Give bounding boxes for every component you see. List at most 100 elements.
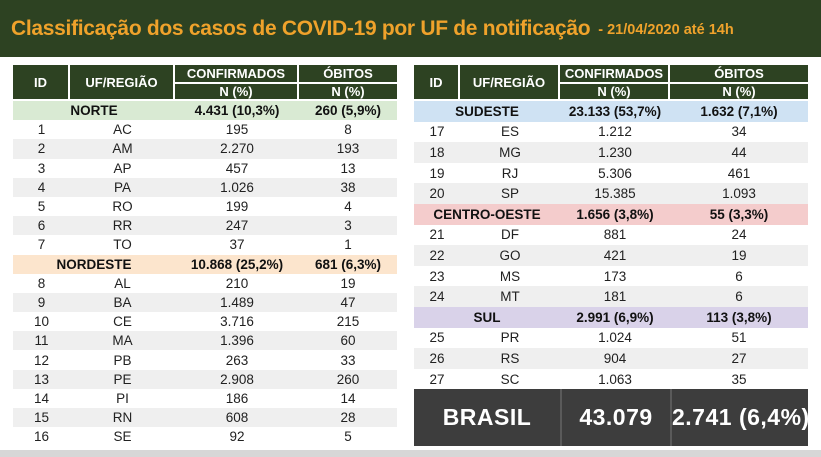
obitos-cell: 34	[731, 124, 747, 140]
obitos-cell: 35	[731, 371, 747, 387]
state-row: 18 MG 1.230 44	[414, 142, 808, 163]
obitos-cell: 8	[344, 122, 352, 138]
uf-cell: SC	[500, 371, 520, 387]
confirmados-cell: 881	[603, 227, 627, 243]
region-name-cell: CENTRO-OESTE	[433, 206, 541, 222]
uf-cell: ES	[500, 124, 519, 140]
id-cell: 5	[37, 199, 46, 215]
id-cell: 17	[429, 124, 445, 140]
table-body-left: NORTE 4.431 (10,3%) 260 (5,9%) 1 AC 19 5 8 2 AM 2.…	[13, 101, 397, 447]
uf-cell: RO	[112, 199, 133, 215]
uf-cell: GO	[499, 247, 521, 263]
brasil-total-row: BRASIL 43.079 2.741 (6,4%)	[414, 389, 808, 447]
region-confirmados-cell: 2.991 (6,9%)	[576, 309, 654, 325]
region-confirmados-cell: 10.868 (25,2%)	[190, 256, 284, 272]
col-header-obitos: ÓBITOS	[670, 65, 808, 84]
obitos-cell: 47	[340, 294, 356, 310]
state-row: 6 RR 247 3	[13, 216, 397, 236]
confirmados-cell: 1.230	[598, 144, 632, 160]
region-row: NORTE 4.431 (10,3%) 260 (5,9%)	[13, 101, 397, 121]
state-row: 27 SC 1.063 35	[414, 368, 808, 390]
state-row: 14 PI 186 14	[13, 388, 397, 408]
state-row: 12 PB 263 33	[13, 350, 397, 370]
state-row: 16 SE 92 5	[13, 427, 397, 447]
uf-cell: MS	[499, 268, 521, 284]
col-header-obitos: ÓBITOS	[299, 65, 397, 84]
region-name-cell: SUL	[473, 309, 501, 325]
region-obitos-cell: 260 (5,9%)	[314, 103, 382, 119]
cases-table-left: ID UF/REGIÃO CONFIRMADOS ÓBITOS N (%) N …	[13, 65, 397, 447]
uf-cell: CE	[113, 314, 132, 330]
obitos-cell: 1.093	[722, 186, 756, 202]
uf-cell: AM	[112, 141, 133, 157]
state-row: 19 RJ 5.306 461	[414, 162, 808, 184]
id-cell: 21	[429, 227, 445, 243]
uf-cell: PE	[113, 371, 132, 387]
col-header-uf-regiao: UF/REGIÃO	[460, 65, 560, 101]
brasil-obitos-cell: 2.741 (6,4%)	[670, 389, 808, 447]
id-cell: 18	[429, 144, 445, 160]
uf-cell: AC	[113, 122, 132, 138]
id-cell: 24	[429, 289, 445, 305]
obitos-cell: 19	[340, 275, 356, 291]
id-cell: 13	[33, 371, 50, 387]
obitos-cell: 1	[344, 237, 352, 253]
id-cell: 25	[429, 330, 445, 346]
obitos-cell: 44	[731, 144, 747, 160]
col-header-confirmados: CONFIRMADOS	[560, 65, 670, 84]
id-cell: 3	[37, 160, 46, 176]
state-row: 20 SP 15.385 1.093	[414, 183, 808, 204]
state-row: 5 RO 199 4	[13, 196, 397, 217]
uf-cell: SE	[113, 429, 132, 445]
obitos-cell: 260	[336, 371, 360, 387]
col-subheader-n-pct: N (%)	[299, 84, 397, 101]
region-row: SUL 2.991 (6,9%) 113 (3,8%)	[414, 306, 808, 328]
uf-cell: SP	[500, 186, 519, 202]
obitos-cell: 5	[344, 429, 352, 445]
col-header-uf-regiao: UF/REGIÃO	[70, 65, 175, 101]
state-row: 2 AM 2.270 193	[13, 139, 397, 159]
confirmados-cell: 199	[225, 199, 249, 215]
obitos-cell: 24	[731, 227, 747, 243]
state-row: 4 PA 1.026 38	[13, 177, 397, 197]
region-obitos-cell: 681 (6,3%)	[314, 256, 382, 272]
table-header: ID UF/REGIÃO CONFIRMADOS ÓBITOS N (%) N …	[13, 65, 397, 101]
id-cell: 7	[37, 237, 46, 253]
id-cell: 16	[33, 429, 50, 445]
state-row: 11 MA 1.396 60	[13, 331, 397, 351]
id-cell: 12	[33, 352, 50, 368]
obitos-cell: 19	[731, 247, 747, 263]
obitos-cell: 14	[340, 390, 356, 406]
date-label: - 21/04/2020 até 14h	[598, 22, 734, 38]
state-row: 13 PE 2.908 260	[13, 369, 397, 389]
state-row: 3 AP 457 13	[13, 158, 397, 178]
region-name-cell: SUDESTE	[455, 103, 519, 119]
bottom-strip	[0, 450, 821, 457]
state-row: 15 RN 608 28	[13, 408, 397, 428]
region-obitos-cell: 113 (3,8%)	[706, 309, 772, 325]
state-row: 23 MS 173 6	[414, 265, 808, 287]
region-name-cell: NORTE	[70, 103, 118, 119]
region-row: NORDESTE 10.868 (25,2%) 681 (6,3%)	[13, 254, 397, 274]
confirmados-cell: 1.026	[220, 179, 254, 195]
id-cell: 15	[33, 410, 50, 426]
confirmados-cell: 247	[225, 218, 249, 234]
confirmados-cell: 181	[603, 289, 627, 305]
region-obitos-cell: 55 (3,3%)	[709, 206, 769, 222]
uf-cell: PA	[113, 179, 131, 195]
obitos-cell: 60	[340, 333, 356, 349]
uf-cell: RS	[500, 350, 520, 366]
uf-cell: DF	[501, 227, 519, 243]
uf-cell: MA	[112, 333, 133, 349]
cases-table-right: ID UF/REGIÃO CONFIRMADOS ÓBITOS N (%) N …	[414, 65, 808, 447]
id-cell: 19	[429, 165, 445, 181]
confirmados-cell: 1.024	[598, 330, 632, 346]
state-row: 8 AL 210 19	[13, 273, 397, 293]
region-row: CENTRO-OESTE 1.656 (3,8%) 55 (3,3%)	[414, 203, 808, 225]
obitos-cell: 38	[340, 179, 356, 195]
uf-cell: RN	[112, 410, 133, 426]
title-banner: Classificação dos casos de COVID-19 por …	[0, 0, 821, 57]
id-cell: 26	[429, 350, 445, 366]
confirmados-cell: 457	[225, 160, 249, 176]
obitos-cell: 6	[735, 289, 743, 305]
